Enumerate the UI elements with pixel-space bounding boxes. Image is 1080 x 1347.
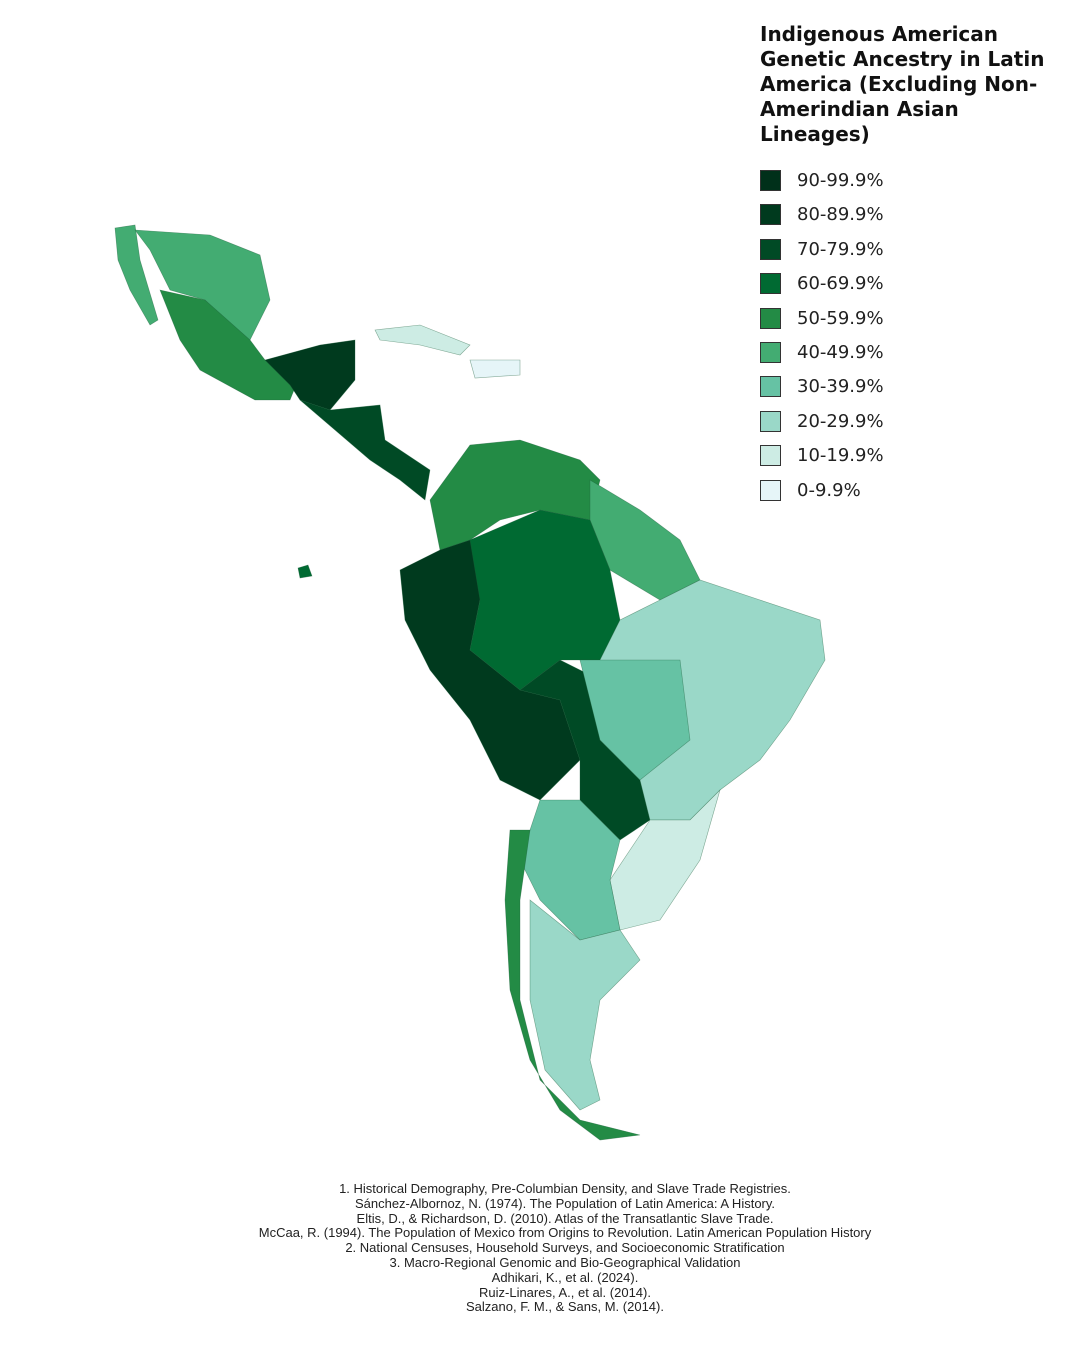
legend-swatch <box>760 445 781 467</box>
region <box>374 324 471 356</box>
legend-swatch <box>760 307 781 329</box>
region <box>579 659 691 781</box>
region <box>264 339 356 411</box>
legend-label: 30-39.9% <box>797 376 884 398</box>
legend-swatch <box>760 479 781 501</box>
legend-label: 70-79.9% <box>797 238 884 260</box>
legend-swatch <box>760 273 781 295</box>
legend-label: 10-19.9% <box>797 445 884 467</box>
legend-swatch <box>760 170 781 191</box>
source-line: 1. Historical Demography, Pre-Columbian … <box>339 1181 791 1196</box>
legend-swatch <box>760 376 781 398</box>
legend-swatch <box>760 204 781 226</box>
source-line: Adhikari, K., et al. (2024). <box>491 1269 639 1285</box>
legend-label: 90-99.9% <box>797 170 884 191</box>
map-title: Indigenous American Genetic Ancestry in … <box>760 22 1045 146</box>
legend-swatch <box>760 238 781 260</box>
region <box>504 829 641 1141</box>
legend-swatch <box>760 410 781 432</box>
legend-label: 50-59.9% <box>797 307 884 329</box>
region <box>299 399 431 501</box>
legend-label: 60-69.9% <box>797 273 884 295</box>
source-line: 2. National Censuses, Household Surveys,… <box>345 1240 785 1256</box>
legend-label: 80-89.9% <box>797 204 884 226</box>
legend-swatch <box>760 341 781 363</box>
source-line: Salzano, F. M., & Sans, M. (2014). <box>466 1299 664 1315</box>
source-line: McCaa, R. (1994). The Population of Mexi… <box>258 1225 872 1241</box>
sources: 1. Historical Demography, Pre-Columbian … <box>0 1181 1080 1315</box>
region <box>529 899 641 1111</box>
source-line: Sánchez-Albornoz, N. (1974). The Populat… <box>354 1195 776 1211</box>
legend-label: 40-49.9% <box>797 341 884 363</box>
legend-label: 20-29.9% <box>797 410 884 432</box>
source-line: 3. Macro-Regional Genomic and Bio-Geogra… <box>389 1254 741 1270</box>
map <box>114 224 826 1141</box>
source-line: Ruiz-Linares, A., et al. (2014). <box>479 1284 651 1300</box>
source-line: Eltis, D., & Richardson, D. (2010). Atla… <box>356 1210 774 1226</box>
legend-label: 0-9.9% <box>797 479 861 501</box>
region <box>469 359 521 379</box>
region <box>297 564 313 579</box>
